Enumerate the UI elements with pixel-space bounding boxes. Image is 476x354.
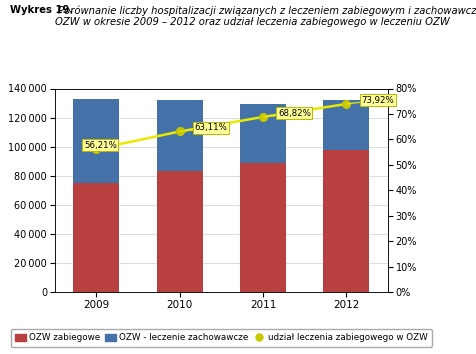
Bar bbox=[73, 183, 119, 292]
Bar bbox=[157, 100, 203, 171]
Bar bbox=[323, 150, 369, 292]
Legend: OZW zabiegowe, OZW - leczenie zachowawcze, udział leczenia zabiegowego w OZW: OZW zabiegowe, OZW - leczenie zachowawcz… bbox=[10, 329, 432, 347]
Bar bbox=[323, 100, 369, 150]
Bar bbox=[240, 163, 286, 292]
Bar bbox=[73, 99, 119, 183]
Text: Porównanie liczby hospitalizacji związanych z leczeniem zabiegowym i zachowawczy: Porównanie liczby hospitalizacji związan… bbox=[55, 5, 476, 27]
Text: Wykres 19.: Wykres 19. bbox=[10, 5, 73, 15]
Text: 63,11%: 63,11% bbox=[180, 123, 228, 132]
Text: 73,92%: 73,92% bbox=[346, 96, 394, 105]
Text: 68,82%: 68,82% bbox=[263, 109, 311, 118]
Bar bbox=[157, 171, 203, 292]
Text: 56,21%: 56,21% bbox=[84, 141, 117, 150]
Bar bbox=[240, 104, 286, 163]
